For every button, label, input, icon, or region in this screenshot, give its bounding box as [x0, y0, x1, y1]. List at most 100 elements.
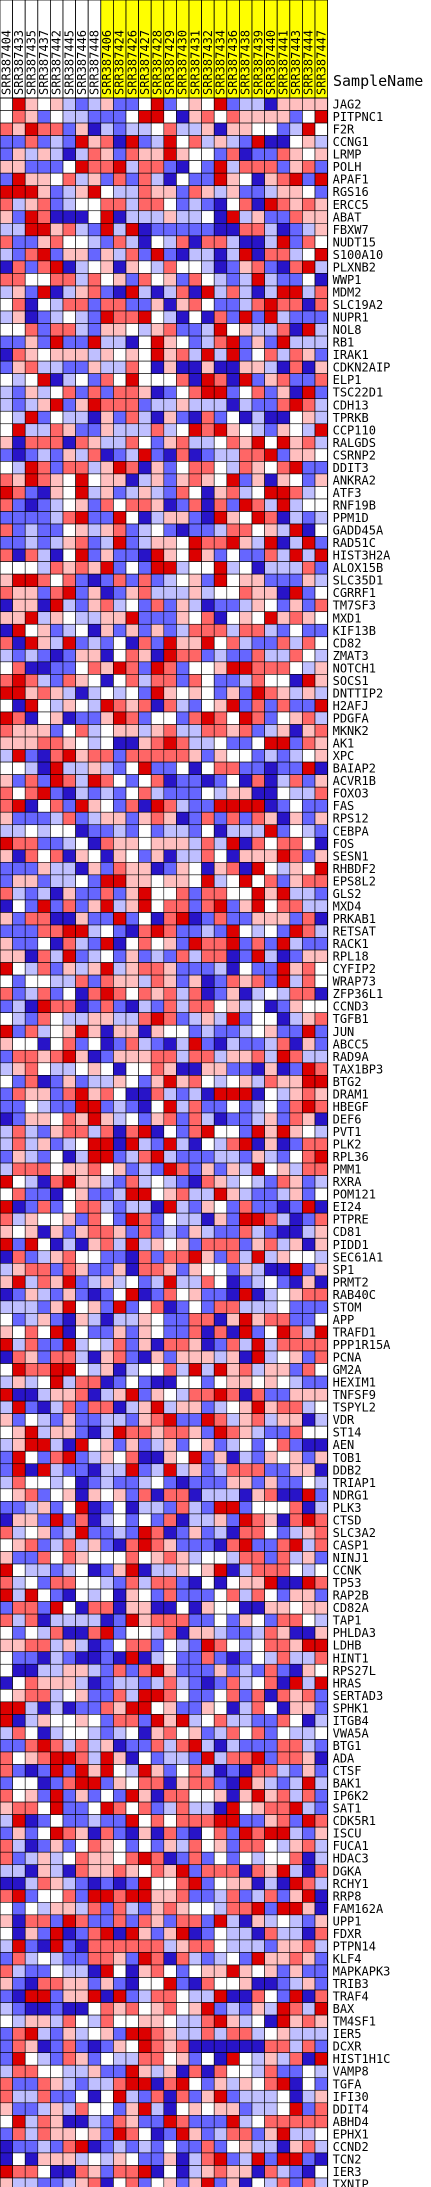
heatmap-cell: [213, 849, 228, 863]
heatmap-cell: [226, 1626, 240, 1640]
heatmap-cell: [62, 887, 76, 901]
heatmap-cell: [289, 1288, 303, 1302]
heatmap-cell: [125, 736, 139, 750]
heatmap-cell: [163, 1262, 177, 1277]
heatmap-cell: [251, 1112, 265, 1126]
heatmap-cell: [62, 874, 76, 888]
heatmap-cell: [264, 410, 278, 425]
heatmap-cell: [226, 2014, 240, 2028]
heatmap-cell: [100, 1087, 114, 1101]
heatmap-cell: [226, 598, 240, 613]
heatmap-cell: [87, 774, 102, 788]
heatmap-cell: [264, 1864, 278, 1878]
heatmap-cell: [138, 248, 152, 262]
heatmap-cell: [150, 1062, 165, 1076]
heatmap-cell: [62, 924, 76, 938]
heatmap-cell: [188, 2177, 202, 2187]
heatmap-cell: [302, 1714, 316, 1728]
heatmap-cell: [302, 1488, 316, 1502]
heatmap-cell: [251, 1889, 265, 1903]
heatmap-cell: [75, 1112, 89, 1126]
heatmap-cell: [50, 1588, 64, 1602]
heatmap-cell: [314, 310, 328, 324]
heatmap-cell: [150, 235, 165, 249]
heatmap-cell: [12, 999, 26, 1013]
heatmap-cell: [37, 1864, 51, 1878]
heatmap-cell: [213, 373, 228, 387]
row-label: ZFP36L1: [333, 987, 384, 1001]
heatmap-cell: [87, 611, 102, 625]
heatmap-cell: [100, 899, 114, 913]
heatmap-cell: [176, 749, 190, 763]
heatmap-cell: [314, 636, 328, 650]
heatmap-cell: [62, 511, 76, 525]
heatmap-cell: [50, 1012, 64, 1026]
heatmap-cell: [302, 874, 316, 888]
heatmap-cell: [264, 2115, 278, 2129]
heatmap-cell: [0, 461, 13, 475]
row-label: AK1: [333, 737, 355, 751]
heatmap-cell: [87, 2002, 102, 2016]
heatmap-cell: [188, 924, 202, 938]
heatmap-cell: [251, 1350, 265, 1364]
heatmap-cell: [113, 1663, 127, 1678]
heatmap-cell: [289, 1927, 303, 1941]
heatmap-cell: [314, 598, 328, 613]
heatmap-cell: [138, 2052, 152, 2066]
heatmap-cell: [100, 699, 114, 713]
heatmap-cell: [150, 1651, 165, 1665]
heatmap-cell: [0, 1801, 13, 1815]
heatmap-cell: [138, 97, 152, 111]
heatmap-cell: [239, 2014, 253, 2028]
heatmap-cell: [24, 523, 39, 537]
heatmap-cell: [239, 711, 253, 725]
heatmap-cell: [226, 1839, 240, 1853]
heatmap-cell: [213, 1187, 228, 1201]
heatmap-cell: [213, 1012, 228, 1026]
heatmap-cell: [125, 1927, 139, 1941]
heatmap-cell: [302, 172, 316, 187]
heatmap-cell: [213, 862, 228, 876]
heatmap-cell: [125, 210, 139, 224]
heatmap-cell: [302, 536, 316, 550]
heatmap-cell: [314, 185, 328, 199]
heatmap-cell: [100, 1551, 114, 1565]
heatmap-cell: [201, 1764, 215, 1778]
heatmap-cell: [276, 786, 291, 800]
heatmap-cell: [163, 1237, 177, 1252]
heatmap-cell: [100, 1137, 114, 1151]
heatmap-cell: [0, 623, 13, 638]
heatmap-cell: [12, 110, 26, 124]
heatmap-cell: [176, 1701, 190, 1715]
row-label: LDHB: [333, 1639, 362, 1653]
heatmap-cell: [264, 285, 278, 299]
heatmap-cell: [113, 235, 127, 249]
heatmap-cell: [251, 423, 265, 437]
heatmap-cell: [251, 1450, 265, 1465]
heatmap-cell: [276, 323, 291, 337]
heatmap-cell: [87, 1024, 102, 1039]
heatmap-cell: [239, 774, 253, 788]
heatmap-cell: [75, 260, 89, 274]
heatmap-cell: [24, 110, 39, 124]
heatmap-cell: [251, 811, 265, 826]
heatmap-cell: [176, 899, 190, 913]
heatmap-cell: [75, 811, 89, 826]
heatmap-cell: [24, 223, 39, 237]
heatmap-cell: [163, 1601, 177, 1615]
heatmap-cell: [50, 548, 64, 562]
heatmap-cell: [264, 912, 278, 926]
heatmap-cell: [239, 1237, 253, 1252]
heatmap-cell: [0, 2177, 13, 2187]
heatmap-cell: [276, 260, 291, 274]
heatmap-cell: [201, 248, 215, 262]
heatmap-cell: [302, 1601, 316, 1615]
heatmap-cell: [239, 1814, 253, 1828]
heatmap-cell: [213, 661, 228, 675]
heatmap-cell: [163, 536, 177, 550]
heatmap-cell: [50, 298, 64, 312]
heatmap-cell: [62, 160, 76, 174]
heatmap-cell: [289, 1012, 303, 1026]
heatmap-cell: [150, 1676, 165, 1690]
row-label: SP1: [333, 1263, 355, 1277]
